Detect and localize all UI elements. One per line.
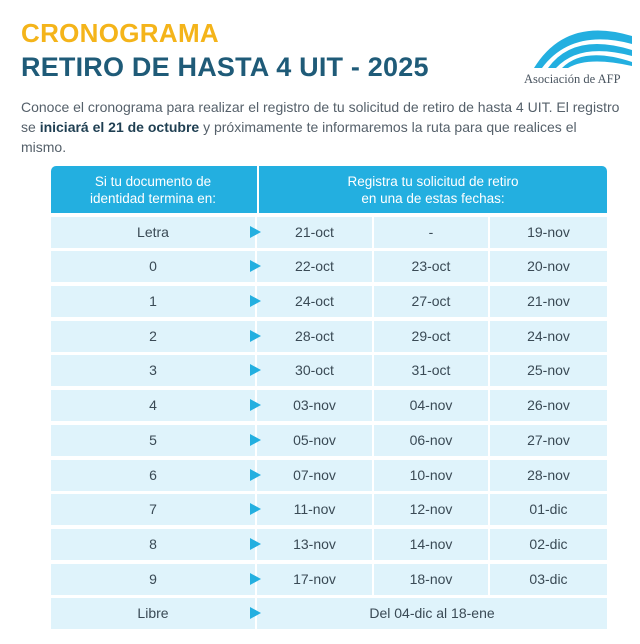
table-row: 0 22-oct 23-oct 20-nov — [51, 251, 607, 283]
arrow-right-icon — [250, 607, 261, 620]
intro-paragraph: Conoce el cronograma para realizar el re… — [21, 97, 621, 157]
row-label: 6 — [51, 459, 255, 491]
arrow-right-icon — [250, 225, 261, 238]
arrow-right-icon — [250, 537, 261, 550]
date-cell-2: 14-nov — [374, 528, 488, 560]
row-label: 4 — [51, 390, 255, 422]
arrow-right-icon — [250, 572, 261, 585]
arrow-right-icon — [250, 503, 261, 516]
header-left-line-2: identidad termina en: — [89, 191, 217, 206]
date-cell-3: 20-nov — [490, 251, 607, 283]
date-cell-2: 10-nov — [374, 459, 488, 491]
arrow-right-icon — [250, 399, 261, 412]
schedule-table: Si tu documento de identidad termina en:… — [51, 166, 607, 630]
row-label: Letra — [51, 216, 255, 248]
date-cell-2: 27-oct — [374, 286, 488, 318]
table-row: 1 24-oct 27-oct 21-nov — [51, 286, 607, 318]
table-row: 7 11-nov 12-nov 01-dic — [51, 494, 607, 526]
table-header: Si tu documento de identidad termina en:… — [51, 166, 607, 213]
table-row: 4 03-nov 04-nov 26-nov — [51, 390, 607, 422]
date-range-cell: Del 04-dic al 18-ene — [257, 598, 607, 630]
arrow-right-icon — [250, 260, 261, 273]
table-row: 5 05-nov 06-nov 27-nov — [51, 424, 607, 456]
date-cell-1: 17-nov — [257, 563, 372, 595]
date-cell-1: 22-oct — [257, 251, 372, 283]
row-label: 9 — [51, 563, 255, 595]
date-cell-1: 24-oct — [257, 286, 372, 318]
arrow-right-icon — [250, 329, 261, 342]
row-label: 1 — [51, 286, 255, 318]
date-cell-2: 29-oct — [374, 320, 488, 352]
header-right-line-1: Registra tu solicitud de retiro — [347, 174, 519, 189]
logo-text: Asociación de AFP — [524, 72, 621, 86]
header-left-line-1: Si tu documento de — [94, 174, 212, 189]
date-cell-1: 30-oct — [257, 355, 372, 387]
row-label: 5 — [51, 424, 255, 456]
table-row: 6 07-nov 10-nov 28-nov — [51, 459, 607, 491]
date-cell-3: 28-nov — [490, 459, 607, 491]
arrow-right-icon — [250, 295, 261, 308]
arrow-right-icon — [250, 433, 261, 446]
table-row: 9 17-nov 18-nov 03-dic — [51, 563, 607, 595]
date-cell-1: 13-nov — [257, 528, 372, 560]
date-cell-1: 05-nov — [257, 424, 372, 456]
arc-logo-icon — [534, 30, 632, 68]
header-register-dates: Registra tu solicitud de retiro en una d… — [257, 166, 607, 213]
page-title: CRONOGRAMA — [21, 18, 219, 48]
intro-bold-date: iniciará el 21 de octubre — [39, 119, 200, 135]
row-label: 2 — [51, 320, 255, 352]
page-subtitle: RETIRO DE HASTA 4 UIT - 2025 — [21, 52, 429, 82]
date-cell-1: 11-nov — [257, 494, 372, 526]
afp-logo: Asociación de AFP — [520, 10, 638, 86]
table-row-libre: Libre Del 04-dic al 18-ene — [51, 598, 607, 630]
row-label: 8 — [51, 528, 255, 560]
date-cell-3: 26-nov — [490, 390, 607, 422]
date-cell-3: 24-nov — [490, 320, 607, 352]
table-row: 8 13-nov 14-nov 02-dic — [51, 528, 607, 560]
row-label: 7 — [51, 494, 255, 526]
date-cell-1: 03-nov — [257, 390, 372, 422]
arrow-right-icon — [250, 364, 261, 377]
date-cell-3: 21-nov — [490, 286, 607, 318]
intro-text-2: y próximamente te informaremos la ruta p… — [21, 119, 577, 155]
intro-text-1: Conoce el cronograma para realizar el re… — [21, 99, 620, 135]
date-cell-3: 03-dic — [490, 563, 607, 595]
header-document-ending: Si tu documento de identidad termina en: — [51, 166, 255, 213]
date-cell-2: 23-oct — [374, 251, 488, 283]
date-cell-2: 31-oct — [374, 355, 488, 387]
date-cell-3: 27-nov — [490, 424, 607, 456]
date-cell-2: 04-nov — [374, 390, 488, 422]
date-cell-1: 21-oct — [257, 216, 372, 248]
table-body: Letra 21-oct -19-nov 0 22-oct 23-oct 20-nov 1 24… — [51, 216, 607, 595]
date-cell-2: - — [374, 216, 488, 248]
date-cell-3: 25-nov — [490, 355, 607, 387]
row-label: Libre — [51, 598, 255, 630]
date-cell-2: 12-nov — [374, 494, 488, 526]
date-cell-1: 28-oct — [257, 320, 372, 352]
header-right-line-2: en una de estas fechas: — [361, 191, 505, 206]
row-label: 0 — [51, 251, 255, 283]
table-row: Letra 21-oct -19-nov — [51, 216, 607, 248]
row-label: 3 — [51, 355, 255, 387]
date-cell-3: 01-dic — [490, 494, 607, 526]
arrow-right-icon — [250, 468, 261, 481]
table-row: 2 28-oct 29-oct 24-nov — [51, 320, 607, 352]
table-row: 3 30-oct 31-oct 25-nov — [51, 355, 607, 387]
date-cell-2: 18-nov — [374, 563, 488, 595]
date-cell-1: 07-nov — [257, 459, 372, 491]
date-cell-2: 06-nov — [374, 424, 488, 456]
date-cell-3: 02-dic — [490, 528, 607, 560]
date-cell-3: 19-nov — [490, 216, 607, 248]
